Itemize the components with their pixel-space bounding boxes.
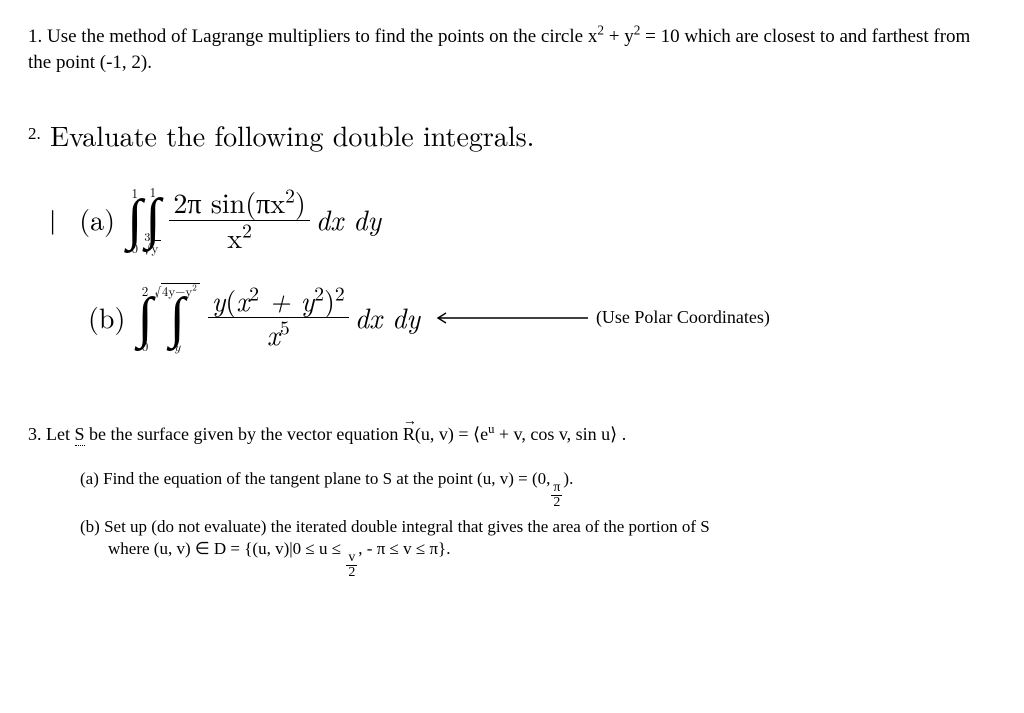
problem-2: 2. Evaluate the following double integra…	[28, 117, 996, 380]
q2b-num-c-exp: 2	[314, 278, 324, 306]
q2-title: Evaluate the following double integrals.	[50, 117, 996, 155]
q2b-fraction: y(x2 + y2)2 x5	[208, 286, 349, 350]
q3a-frac: π2	[551, 481, 562, 510]
q2a-fraction: 2π sin(πx2) x2	[169, 188, 309, 252]
q3-line1: 3. Let S be the surface given by the vec…	[28, 422, 996, 446]
cube-root-index: 3	[144, 228, 150, 245]
q1-sup1: 2	[597, 23, 604, 38]
polar-note: (Use Polar Coordinates)	[430, 305, 770, 329]
integral-symbol: ∫	[170, 297, 185, 339]
q1-text-a: Use the method of Lagrange multipliers t…	[47, 26, 597, 47]
q2-part-b: (b) 2 ∫ 0 √4y−y2 ∫ y y(x2 + y2)2	[50, 283, 996, 352]
q2b-numerator: y(x2 + y2)2	[208, 286, 349, 317]
q2a-den-exp: 2	[242, 215, 252, 243]
q3a-post: ).	[563, 469, 573, 488]
q2b-num-a: y	[212, 280, 226, 320]
integral-symbol: ∫	[137, 297, 152, 339]
q3a-pre: (a) Find the equation of the tangent pla…	[80, 469, 550, 488]
q3b-l2b: , - π ≤ v ≤ π}.	[358, 539, 450, 558]
integral-symbol: ∫	[127, 199, 142, 241]
q3b-line2: where (u, v) ∈ D = {(u, v)|0 ≤ u ≤ v2, -…	[80, 538, 996, 579]
polar-note-text: (Use Polar Coordinates)	[596, 305, 770, 329]
q2a-int1: 1 ∫ 0	[127, 186, 142, 254]
q2b-tail: dx dy	[355, 299, 420, 337]
q2b-num-b: x	[236, 280, 249, 320]
q3-l1b: be the surface given by the vector equat…	[85, 424, 403, 444]
q2-body: Evaluate the following double integrals.…	[50, 117, 996, 380]
q2a-denominator: x2	[169, 220, 309, 252]
q3-s: S	[75, 424, 85, 446]
q2-part-a: | (a) 1 ∫ 0 1 ∫ 3√y 2π sin(πx2	[50, 185, 996, 255]
q2a-num-exp: 2	[285, 181, 295, 209]
q3-part-a: (a) Find the equation of the tangent pla…	[80, 468, 996, 509]
q2a-int2: 1 ∫ 3√y	[144, 185, 161, 255]
q2a-tail: dx dy	[316, 201, 381, 239]
q2a-numerator: 2π sin(πx2)	[169, 188, 309, 219]
arrow-icon	[430, 311, 590, 325]
margin-pipe: |	[50, 203, 55, 238]
q1-number: 1.	[28, 26, 42, 47]
q3b-frac: v2	[346, 551, 357, 580]
q2b-int1-lo: 0	[142, 339, 149, 352]
q2b-denominator: x5	[208, 317, 349, 349]
q2b-label: (b)	[88, 299, 125, 337]
q2b-den-base: x	[267, 314, 280, 354]
q3b-l2a: where (u, v) ∈ D = {(u, v)|0 ≤ u ≤	[108, 539, 345, 558]
q2b-expression: (b) 2 ∫ 0 √4y−y2 ∫ y y(x2 + y2)2	[50, 283, 420, 352]
problem-3: 3. Let S be the surface given by the vec…	[28, 422, 996, 580]
q3-l1c: (u, v) = ⟨e	[415, 424, 488, 444]
q2a-num-arg: πx	[256, 182, 285, 222]
q2b-int2-lo: y	[174, 339, 180, 352]
q2b-outer-exp: 2	[335, 278, 345, 306]
q3b-line1: (b) Set up (do not evaluate) the iterate…	[80, 516, 996, 539]
q2b-num-b-exp: 2	[249, 278, 259, 306]
problem-1: 1. Use the method of Lagrange multiplier…	[28, 24, 996, 75]
q1-text-b: + y	[604, 26, 634, 47]
q2a-expression: (a) 1 ∫ 0 1 ∫ 3√y 2π sin(πx2)	[79, 185, 381, 255]
q2a-label: (a)	[79, 201, 115, 239]
vector-r: R	[403, 422, 415, 446]
q3-part-b: (b) Set up (do not evaluate) the iterate…	[80, 516, 996, 580]
q3-l1d: + v, cos v, sin u⟩ .	[494, 424, 626, 444]
q2b-den-exp: 5	[280, 313, 290, 341]
q2a-int2-lo: 3√y	[144, 240, 161, 255]
q2b-int2: √4y−y2 ∫ y	[155, 283, 200, 352]
q2-number: 2.	[28, 117, 50, 146]
q2a-int1-lo: 0	[131, 241, 138, 254]
q3-l1a: 3. Let	[28, 424, 75, 444]
q2a-den-base: x	[227, 217, 242, 257]
q2b-int1: 2 ∫ 0	[137, 284, 152, 352]
